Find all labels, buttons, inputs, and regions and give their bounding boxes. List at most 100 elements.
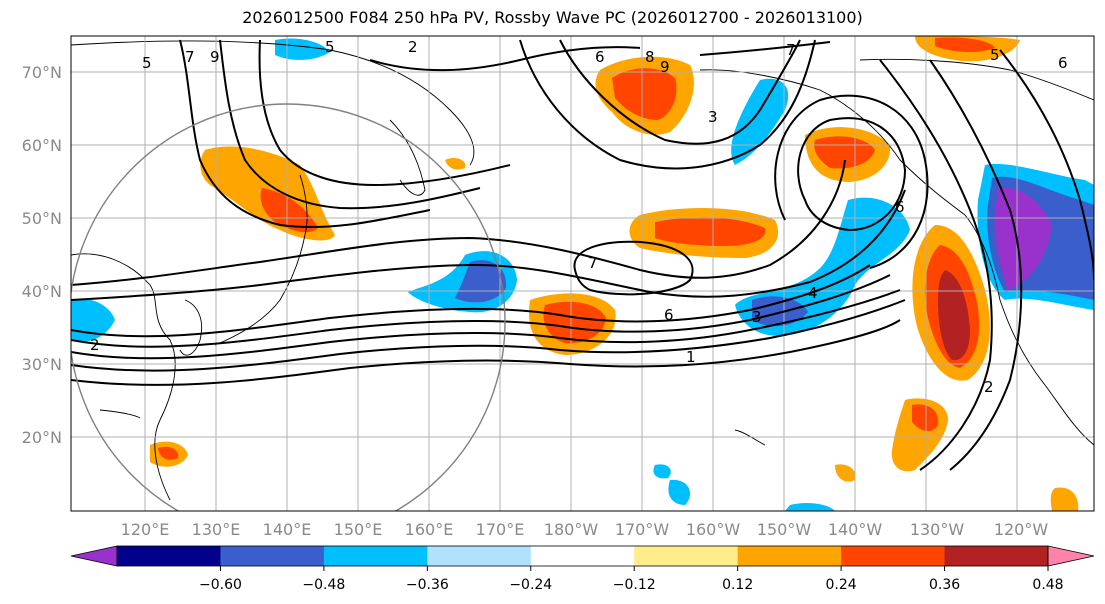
anomaly-pos-kamchatka-small xyxy=(445,157,466,170)
contour-label: 2 xyxy=(90,336,100,354)
anomaly-pos-philippines-core xyxy=(158,446,179,460)
latitude-axis: 20°N 30°N 40°N 50°N 60°N 70°N xyxy=(22,63,62,447)
lon-label: 120°W xyxy=(994,520,1049,539)
map-frame xyxy=(70,35,1095,512)
contour-jet-1 xyxy=(71,264,871,338)
anomaly-neg-dateline-core xyxy=(455,260,507,303)
coastlines xyxy=(71,40,1094,501)
colorbar-tick-label: −0.48 xyxy=(302,577,345,593)
colorbar-extension-high xyxy=(1047,545,1095,567)
contour-label: 2 xyxy=(984,378,994,396)
contour-ridge-2 xyxy=(519,39,816,170)
colorbar-bin xyxy=(841,546,946,566)
graticule xyxy=(71,36,1094,511)
contour-label: 6 xyxy=(1058,54,1068,72)
lat-label: 50°N xyxy=(22,209,62,228)
colorbar-bin xyxy=(737,546,842,566)
coast-alaska xyxy=(699,69,1094,446)
anomaly-neg-nw-america-peak xyxy=(994,187,1052,290)
contour-label: 3 xyxy=(708,108,718,126)
contour-jet-4 xyxy=(71,299,906,372)
contour-north-1 xyxy=(369,46,641,72)
colorbar-outline xyxy=(116,545,1049,567)
colorbar-tick-label: −0.24 xyxy=(509,577,552,593)
anomaly-pos-southeast xyxy=(1050,487,1079,511)
lat-label: 60°N xyxy=(22,136,62,155)
anomaly-neg-subtropics-east xyxy=(653,464,671,479)
contour-label: 7 xyxy=(185,48,195,66)
anomaly-neg-north-pacific-west xyxy=(275,38,330,60)
colorbar-bin xyxy=(944,546,1049,566)
colorbar-tick-label: −0.60 xyxy=(199,577,242,593)
contour-label: 5 xyxy=(142,54,152,72)
contour-trough-1 xyxy=(179,39,431,229)
contour-label: 7 xyxy=(786,41,796,59)
contour-label: 1 xyxy=(686,348,696,366)
coast-taiwan xyxy=(99,409,141,419)
lat-label: 40°N xyxy=(22,282,62,301)
lat-label: 20°N xyxy=(22,428,62,447)
colorbar-bin xyxy=(220,546,325,566)
contour-jet-6 xyxy=(71,189,906,301)
lon-label: 170°W xyxy=(615,520,670,539)
contour-low-alaska xyxy=(797,117,907,232)
lon-label: 150°E xyxy=(334,520,383,539)
lat-label: 30°N xyxy=(22,355,62,374)
coast-korea xyxy=(179,299,203,356)
lon-label: 140°E xyxy=(263,520,312,539)
lon-label: 120°E xyxy=(121,520,170,539)
contour-north-2 xyxy=(699,41,831,56)
lon-label: 140°W xyxy=(828,520,883,539)
colorbar xyxy=(70,545,1095,567)
coast-east-asia xyxy=(71,253,176,501)
anomaly-neg-subtropics-pac xyxy=(785,502,835,511)
contour-label: 5 xyxy=(990,46,1000,64)
longitude-axis: 120°E 130°E 140°E 150°E 160°E 170°E 180°… xyxy=(121,520,1049,539)
colorbar-tick-label: 0.24 xyxy=(826,577,857,593)
pv-contours xyxy=(71,39,1094,471)
contour-label: 2 xyxy=(408,38,418,56)
anomaly-pos-japan-core xyxy=(260,188,318,233)
lon-label: 130°W xyxy=(910,520,965,539)
contour-east-2 xyxy=(929,59,1023,471)
contour-label: 6 xyxy=(664,306,674,324)
colorbar-tick-label: −0.12 xyxy=(613,577,656,593)
lon-label: 160°W xyxy=(686,520,741,539)
contour-jet-2 xyxy=(71,274,891,348)
contour-label: 4 xyxy=(808,284,818,302)
contour-ridge-1 xyxy=(559,39,801,145)
anomaly-neg-bering xyxy=(731,78,789,165)
lat-label: 70°N xyxy=(22,63,62,82)
contour-jet-3 xyxy=(71,289,901,360)
contour-label: 9 xyxy=(660,58,670,76)
colorbar-tick-label: 0.12 xyxy=(722,577,753,593)
colorbar-tick-label: 0.36 xyxy=(929,577,960,593)
contour-label: 6 xyxy=(595,48,605,66)
anomaly-pos-alaska-core xyxy=(814,136,875,169)
colorbar-bin xyxy=(117,546,221,566)
contour-label: 7 xyxy=(588,254,598,272)
colorbar-bin xyxy=(427,546,532,566)
contour-east-1 xyxy=(879,59,993,471)
anomaly-pos-subtropics-east-core xyxy=(912,404,939,432)
contour-labels: 1 2 2 3 4 5 5 6 6 6 7 7 7 8 9 9 6 5 3 2 xyxy=(90,38,1068,396)
colorbar-extension-low xyxy=(70,545,118,567)
colorbar-bin xyxy=(634,546,739,566)
contour-label: 5 xyxy=(325,38,335,56)
anomaly-pos-siberia-core xyxy=(612,68,677,120)
anomaly-pos-north-pacific-core xyxy=(655,217,766,246)
contour-jet-5 xyxy=(71,319,901,386)
colorbar-tick-label: −0.36 xyxy=(406,577,449,593)
lon-label: 170°E xyxy=(476,520,525,539)
contour-trough-2 xyxy=(219,39,481,210)
coast-siberia xyxy=(71,40,475,166)
contour-label: 3 xyxy=(752,308,762,326)
coast-hawaii xyxy=(734,429,766,446)
coast-canada-north xyxy=(859,58,1094,101)
colorbar-tick-labels: −0.60 −0.48 −0.36 −0.24 −0.12 0.12 0.24 0.36 0.4… xyxy=(199,566,1064,593)
contour-label: 6 xyxy=(895,198,905,216)
contour-trough-3 xyxy=(258,39,511,187)
anomaly-pos-eastern-pacific-core xyxy=(938,270,970,361)
anomaly-pos-far-east-small xyxy=(835,464,856,482)
